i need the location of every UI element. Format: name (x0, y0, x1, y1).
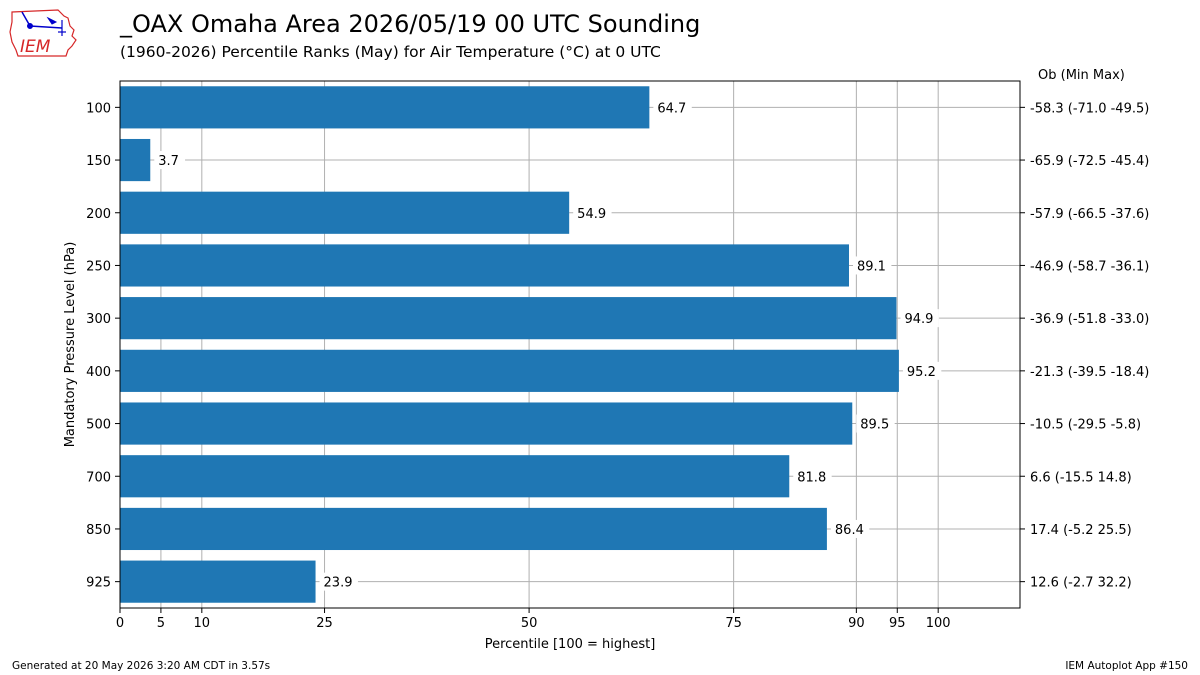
bar-500 (120, 402, 853, 445)
x-tick-label: 90 (848, 616, 865, 631)
value-label-bg (900, 309, 939, 328)
chart-title: _OAX Omaha Area 2026/05/19 00 UTC Soundi… (120, 10, 701, 38)
y-tick-label: 700 (86, 470, 111, 485)
y-tick-label: 300 (86, 312, 111, 327)
x-tick-label: 25 (316, 616, 333, 631)
footer-generated: Generated at 20 May 2026 3:20 AM CDT in … (12, 660, 271, 672)
right-tick-label: 17.4 (-5.2 25.5) (1030, 523, 1132, 538)
y-tick-label: 250 (86, 259, 111, 274)
logo-text: IEM (20, 37, 51, 57)
bar-700 (120, 455, 790, 498)
y-axis-label: Mandatory Pressure Level (hPa) (63, 242, 78, 448)
right-tick-label: -36.9 (-51.8 -33.0) (1030, 312, 1149, 327)
value-label: 64.7 (657, 101, 686, 116)
value-label-bg (793, 467, 832, 486)
x-tick-label: 100 (926, 616, 951, 631)
right-tick-label: -58.3 (-71.0 -49.5) (1030, 101, 1149, 116)
value-label-bg (856, 414, 895, 433)
bar-200 (120, 191, 570, 234)
x-tick-label: 50 (521, 616, 538, 631)
value-label-bg (902, 361, 942, 380)
value-label-bg (573, 203, 612, 222)
bar-250 (120, 244, 849, 287)
value-label: 89.1 (857, 259, 886, 274)
weather-station-icon (21, 11, 66, 36)
bar-850 (120, 507, 827, 551)
right-axis-ticks: -58.3 (-71.0 -49.5) -65.9 (-72.5 -45.4) -5… (1020, 101, 1149, 591)
bars (120, 86, 899, 603)
y-tick-label: 400 (86, 365, 111, 380)
value-label-bg (653, 98, 692, 117)
value-label-bg (319, 572, 358, 591)
value-label-bg (853, 256, 892, 275)
x-axis-ticks: 0 5 10 25 50 75 90 95 100 (116, 608, 951, 631)
x-axis-label: Percentile [100 = highest] (485, 637, 656, 652)
chart-subtitle: (1960-2026) Percentile Ranks (May) for A… (120, 43, 661, 61)
value-label: 89.5 (860, 418, 889, 433)
value-label: 54.9 (577, 207, 606, 222)
footer-app: IEM Autoplot App #150 (1065, 660, 1188, 672)
value-label: 3.7 (158, 154, 179, 169)
x-tick-label: 75 (725, 616, 742, 631)
value-label: 86.4 (835, 523, 864, 538)
right-tick-label: -21.3 (-39.5 -18.4) (1030, 365, 1149, 380)
right-tick-label: 6.6 (-15.5 14.8) (1030, 470, 1132, 485)
right-tick-label: -65.9 (-72.5 -45.4) (1030, 154, 1149, 169)
bar-300 (120, 297, 897, 340)
value-label: 81.8 (797, 470, 826, 485)
x-tick-label: 95 (889, 616, 906, 631)
x-tick-label: 10 (194, 616, 211, 631)
bar-925 (120, 560, 316, 603)
y-tick-label: 500 (86, 418, 111, 433)
bar-150 (120, 138, 151, 182)
plot-frame (119, 80, 1021, 609)
y-tick-label: 925 (86, 576, 111, 591)
x-tick-label: 0 (116, 616, 124, 631)
right-tick-label: -46.9 (-58.7 -36.1) (1030, 259, 1149, 274)
value-labels: 64.7 3.7 54.9 89.1 94.9 95.2 89.5 81.8 86.4 23.9 (154, 98, 942, 591)
right-tick-label: 12.6 (-2.7 32.2) (1030, 576, 1132, 591)
iem-logo: IEM (8, 6, 80, 60)
y-axis-ticks: 100 150 200 250 300 400 500 700 850 925 (86, 101, 120, 591)
y-tick-label: 850 (86, 523, 111, 538)
value-label: 23.9 (324, 576, 353, 591)
right-column-header: Ob (Min Max) (1038, 68, 1125, 83)
bar-100 (120, 86, 650, 129)
iowa-outline (9, 9, 77, 57)
value-label-bg (154, 151, 186, 170)
y-tick-label: 100 (86, 101, 111, 116)
x-tick-label: 5 (157, 616, 165, 631)
y-tick-label: 150 (86, 154, 111, 169)
y-tick-label: 200 (86, 207, 111, 222)
value-label-bg (830, 519, 870, 538)
value-label: 95.2 (907, 365, 936, 380)
right-tick-label: -57.9 (-66.5 -37.6) (1030, 207, 1149, 222)
value-label: 94.9 (904, 312, 933, 327)
bar-400 (120, 349, 899, 392)
right-tick-label: -10.5 (-29.5 -5.8) (1030, 418, 1141, 433)
